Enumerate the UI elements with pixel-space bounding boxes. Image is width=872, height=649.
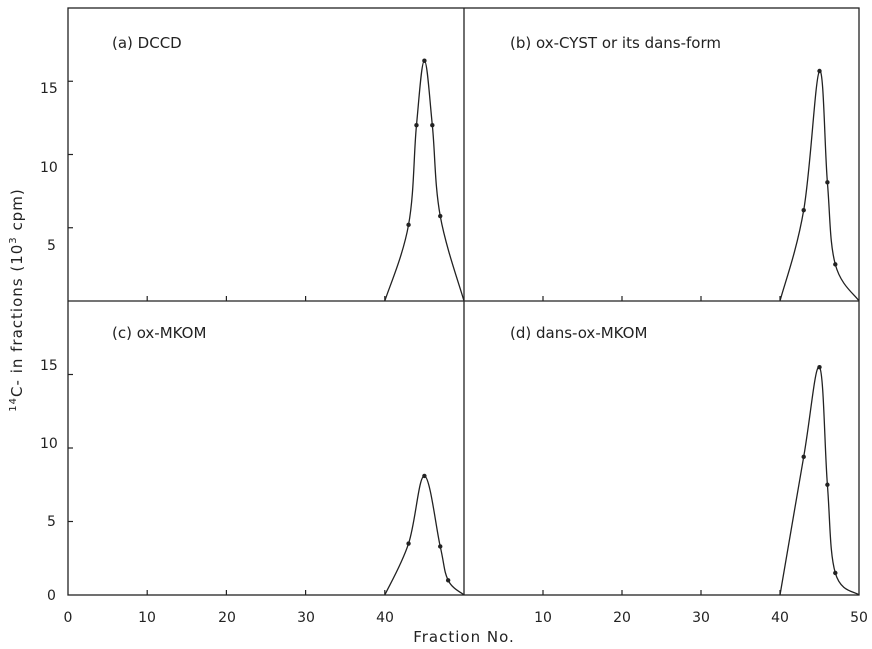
- x-tick-label-right-20: 20: [613, 610, 631, 626]
- series-line-c: [384, 475, 465, 596]
- data-point-d-0: [801, 454, 806, 460]
- y-axis-title-superscript-14: 14: [8, 397, 19, 412]
- data-point-d-3: [833, 570, 838, 576]
- series-line-d: [779, 366, 860, 596]
- data-point-b-2: [825, 180, 830, 185]
- data-point-b-3: [833, 262, 838, 267]
- y-tick-label-top-15: 15: [40, 81, 58, 97]
- data-point-d-2: [825, 482, 830, 487]
- x-tick-label-left-40: 40: [376, 610, 394, 626]
- y-axis-title-unit: cpm): [8, 188, 26, 236]
- x-tick-label-left-0: 0: [64, 610, 73, 626]
- data-point-a-0: [406, 222, 411, 228]
- data-point-d-1: [817, 364, 822, 370]
- x-tick-label-right-40: 40: [771, 610, 789, 626]
- panel-c-label: (c) ox-MKOM: [112, 324, 206, 342]
- data-point-c-3: [445, 578, 451, 583]
- x-tick-label-left-20: 20: [218, 610, 236, 626]
- y-tick-label-top-5: 5: [47, 238, 56, 254]
- data-point-a-1: [414, 123, 419, 128]
- data-point-c-1: [422, 473, 427, 479]
- series-line-a: [384, 60, 465, 302]
- x-axis-title: Fraction No.: [413, 628, 515, 646]
- chart-marks: [384, 58, 860, 596]
- data-point-a-2: [422, 58, 427, 63]
- x-tick-label-left-10: 10: [138, 610, 156, 626]
- y-tick-label-bottom-5: 5: [47, 514, 56, 530]
- panel-d-label: (d) dans-ox-MKOM: [510, 324, 647, 342]
- y-tick-label-bottom-0: 0: [47, 588, 56, 604]
- x-tick-label-right-10: 10: [534, 610, 552, 626]
- panel-a-label: (a) DCCD: [112, 34, 182, 52]
- y-axis-title: 14C- in fractions (103 cpm): [8, 188, 26, 411]
- panel-b-label: (b) ox-CYST or its dans-form: [510, 34, 721, 52]
- x-tick-label-left-30: 30: [297, 610, 315, 626]
- data-point-a-4: [438, 213, 443, 219]
- y-tick-label-bottom-10: 10: [40, 436, 58, 452]
- y-tick-label-top-10: 10: [40, 160, 58, 176]
- data-point-c-2: [438, 544, 443, 549]
- y-axis-title-main: C- in fractions (10: [8, 244, 26, 397]
- x-tick-label-right-30: 30: [692, 610, 710, 626]
- series-line-b: [779, 70, 860, 302]
- data-point-a-3: [430, 123, 435, 128]
- data-point-c-0: [406, 541, 411, 546]
- x-tick-label-right-50: 50: [850, 610, 868, 626]
- y-axis-title-superscript-3: 3: [8, 236, 19, 243]
- data-point-b-1: [817, 68, 822, 74]
- data-point-b-0: [801, 207, 806, 213]
- y-tick-label-bottom-15: 15: [40, 358, 58, 374]
